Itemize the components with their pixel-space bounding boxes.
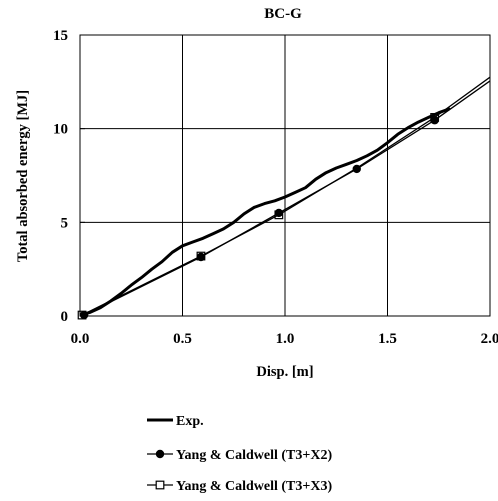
legend-label: Yang & Caldwell (T3+X2): [176, 448, 332, 463]
x-tick-labels: 0.0 0.5 1.0 1.5 2.0: [71, 331, 498, 347]
data-point: [352, 164, 361, 174]
series-layer: [77, 76, 490, 320]
series-line-0: [80, 107, 451, 316]
data-point: [430, 116, 439, 125]
y-tick-label: 5: [61, 215, 69, 231]
data-point: [196, 251, 206, 261]
x-tick-label: 0.0: [71, 331, 90, 347]
x-tick-label: 2.0: [481, 331, 498, 347]
x-tick-label: 0.5: [173, 331, 192, 347]
axis-ticks: [79, 34, 491, 317]
data-point: [79, 310, 89, 320]
legend: Exp. Yang & Caldwell (T3+X2) Yang & Caldwe…: [147, 414, 332, 494]
x-tick-label: 1.5: [378, 331, 397, 347]
y-axis-label: Total absorbed energy [MJ]: [15, 90, 31, 262]
legend-item: Exp.: [147, 414, 204, 429]
y-tick-label: 0: [61, 309, 69, 325]
x-tick-label: 1.0: [276, 331, 295, 347]
legend-item: Yang & Caldwell (T3+X2): [147, 448, 332, 463]
y-tick-label: 15: [53, 28, 68, 44]
grid: [80, 35, 490, 316]
data-point: [196, 252, 206, 262]
x-axis-label: Disp. [m]: [256, 364, 313, 380]
legend-item: Yang & Caldwell (T3+X3): [147, 479, 332, 494]
chart-title: BC-G: [264, 6, 302, 22]
legend-label: Exp.: [176, 414, 204, 429]
data-point: [274, 210, 284, 220]
data-point: [430, 113, 440, 122]
data-point: [274, 208, 284, 218]
data-point: [77, 310, 87, 320]
y-tick-labels: 0 5 10 15: [53, 28, 68, 325]
legend-marker: [155, 449, 165, 459]
legend-label: Yang & Caldwell (T3+X3): [176, 479, 332, 494]
y-tick-label: 10: [53, 122, 68, 138]
legend-marker: [155, 480, 165, 490]
